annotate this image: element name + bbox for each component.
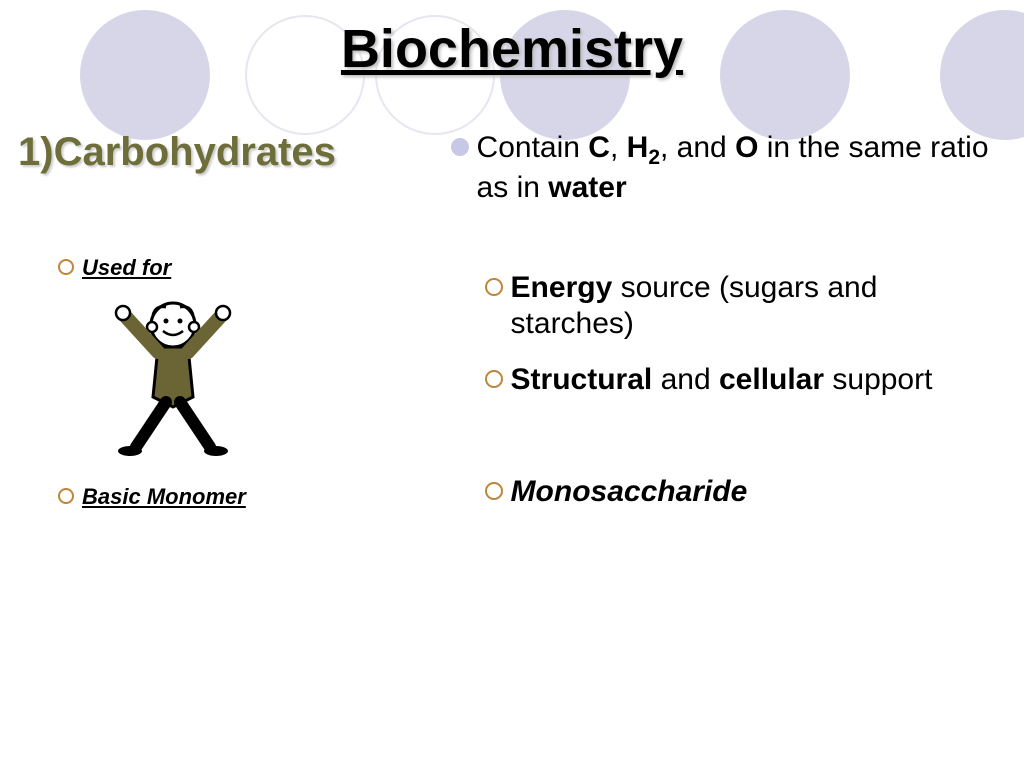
composition-text: Contain C, H2, and O in the same ratio a… (477, 130, 996, 206)
hollow-bullet-icon (485, 278, 503, 296)
content-area: 1)Carbohydrates Used for (0, 130, 1024, 530)
composition-item: Contain C, H2, and O in the same ratio a… (451, 130, 996, 206)
slide-title: Biochemistry (0, 0, 1024, 80)
used-for-label: Used for (82, 255, 171, 281)
section-heading: 1)Carbohydrates (18, 130, 451, 175)
basic-monomer-item: Basic Monomer (58, 484, 451, 510)
structural-text: Structural and cellular support (511, 362, 933, 398)
structural-item: Structural and cellular support (485, 362, 996, 398)
hollow-bullet-icon (485, 482, 503, 500)
solid-bullet-icon (451, 138, 469, 156)
hollow-bullet-icon (58, 488, 74, 504)
left-column: 1)Carbohydrates Used for (0, 130, 451, 530)
clipart-figure (98, 297, 451, 462)
monosaccharide-text: Monosaccharide (511, 474, 748, 510)
monosaccharide-item: Monosaccharide (485, 474, 996, 510)
energy-item: Energy source (sugars and starches) (485, 270, 996, 342)
right-column: Contain C, H2, and O in the same ratio a… (451, 130, 1024, 530)
basic-monomer-label: Basic Monomer (82, 484, 246, 510)
energy-text: Energy source (sugars and starches) (511, 270, 996, 342)
used-for-item: Used for (58, 255, 451, 281)
hollow-bullet-icon (485, 370, 503, 388)
hollow-bullet-icon (58, 259, 74, 275)
